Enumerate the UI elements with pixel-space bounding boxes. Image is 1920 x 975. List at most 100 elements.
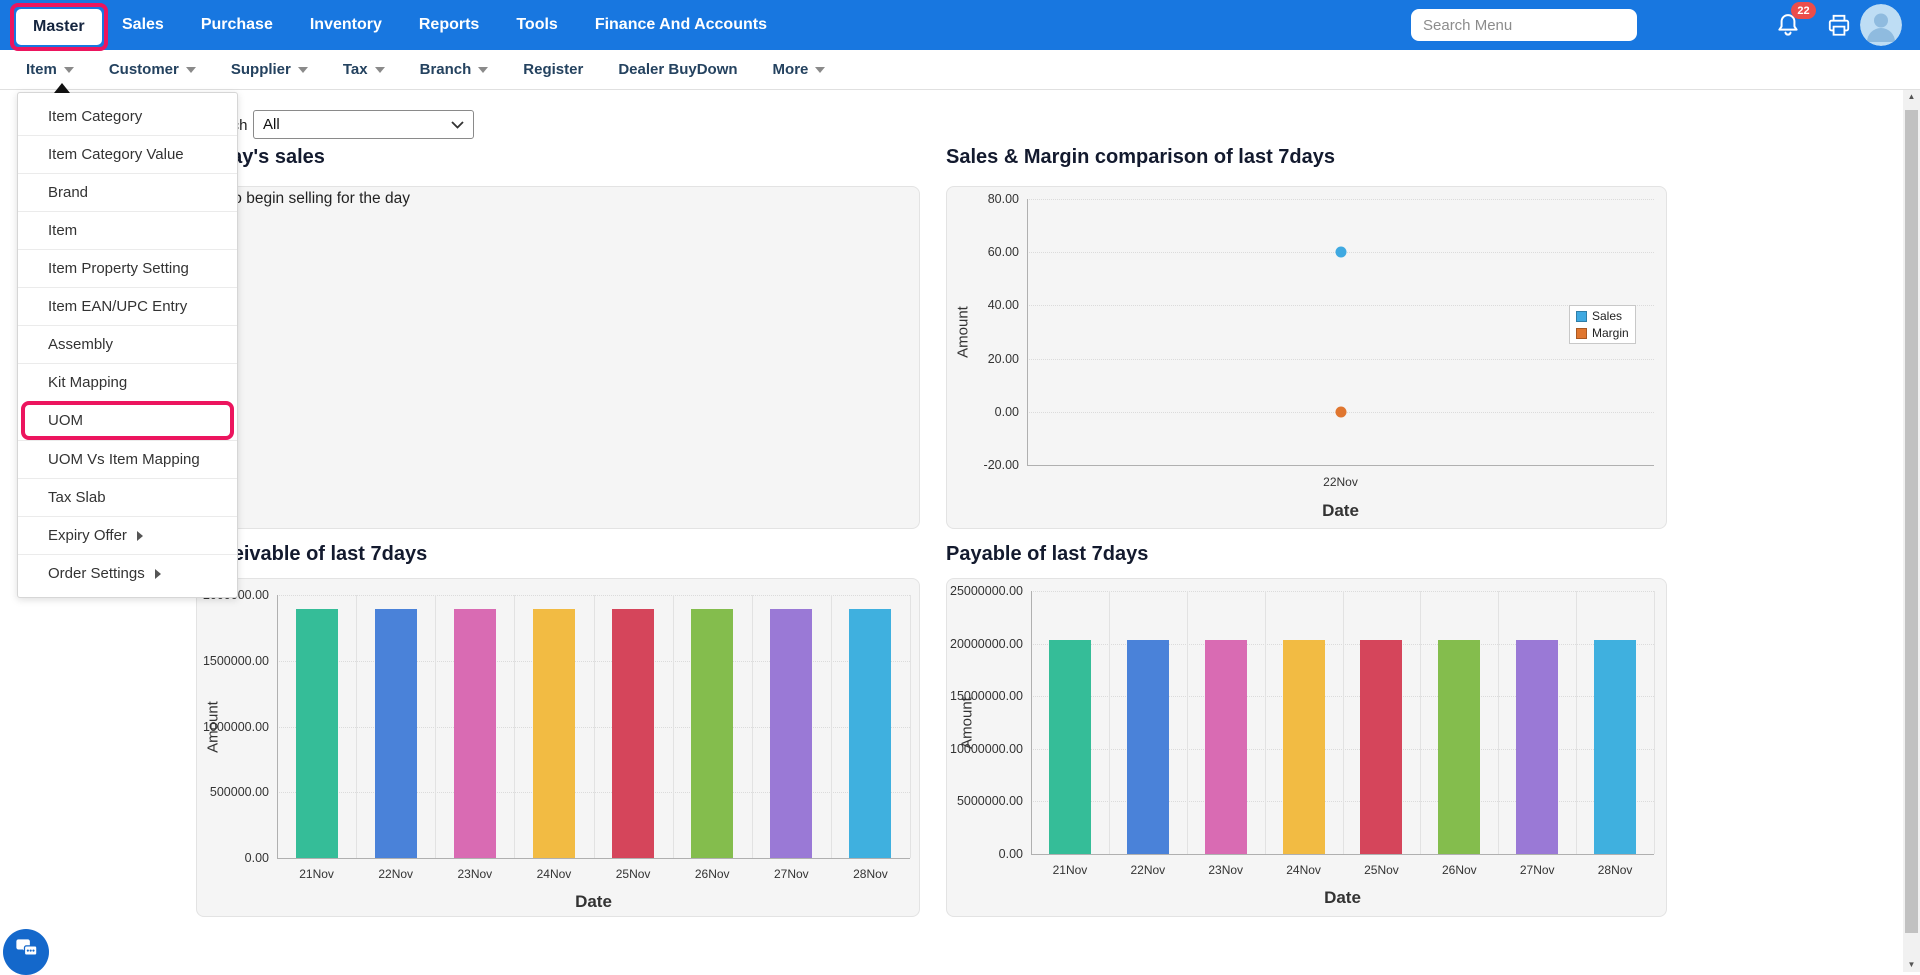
bar-25Nov [612, 609, 654, 858]
bar-22Nov [1127, 640, 1169, 854]
menu-item-expiry-offer[interactable]: Expiry Offer [18, 516, 237, 554]
y-tick-label: 0.00 [933, 847, 1023, 861]
chevron-down-icon [298, 67, 308, 73]
menu-item-uom[interactable]: UOM [21, 401, 234, 440]
submenu-arrow-icon [137, 531, 143, 541]
user-avatar[interactable] [1860, 4, 1902, 46]
subnav-item-label: Tax [343, 61, 368, 78]
menu-item-tax-slab[interactable]: Tax Slab [18, 478, 237, 516]
subnav-item-customer[interactable]: Customer [109, 61, 196, 78]
subnav-item-label: Item [26, 61, 57, 78]
menu-item-item[interactable]: Item [18, 211, 237, 249]
y-tick-label: 15000000.00 [933, 689, 1023, 703]
menu-item-label: Assembly [48, 336, 113, 353]
x-axis-line [1031, 854, 1654, 855]
menu-item-label: Brand [48, 184, 88, 201]
menu-item-kit-mapping[interactable]: Kit Mapping [18, 363, 237, 401]
y-tick-label: 500000.00 [179, 785, 269, 799]
subnav-item-item[interactable]: Item [26, 61, 74, 78]
menu-item-item-ean-upc-entry[interactable]: Item EAN/UPC Entry [18, 287, 237, 325]
print-button[interactable] [1826, 12, 1852, 38]
legend-row-sales: Sales [1576, 309, 1629, 323]
payable-chart-panel: Amount25000000.0020000000.0015000000.001… [946, 578, 1667, 917]
menu-item-label: Kit Mapping [48, 374, 127, 391]
bar-28Nov [1594, 640, 1636, 854]
feedback-chat-button[interactable] [3, 929, 49, 975]
tab-sales[interactable]: Sales [122, 16, 164, 34]
menu-item-label: Item Category Value [48, 146, 184, 163]
menu-item-item-property-setting[interactable]: Item Property Setting [18, 249, 237, 287]
tab-master[interactable]: Master [16, 9, 102, 45]
chevron-down-icon [64, 67, 74, 73]
annotation-highlight-master: Master [10, 3, 108, 51]
x-tick-label: 24Nov [537, 867, 572, 881]
y-tick-label: 10000000.00 [933, 742, 1023, 756]
scrollbar-thumb[interactable] [1905, 110, 1918, 933]
subnav-item-more[interactable]: More [773, 61, 826, 78]
y-axis-label: Amount [955, 306, 972, 358]
x-tick-label: 27Nov [1520, 863, 1555, 877]
menu-item-label: Item EAN/UPC Entry [48, 298, 187, 315]
subnav-item-label: Customer [109, 61, 179, 78]
menu-item-item-category[interactable]: Item Category [18, 98, 237, 135]
bar-27Nov [1516, 640, 1558, 854]
x-axis-label: Date [1322, 501, 1359, 521]
y-tick-label: 25000000.00 [933, 584, 1023, 598]
x-tick-label: 25Nov [616, 867, 651, 881]
menu-item-order-settings[interactable]: Order Settings [18, 554, 237, 592]
gridline-vertical [1654, 591, 1655, 854]
margin-data-point [1335, 406, 1346, 417]
menu-item-assembly[interactable]: Assembly [18, 325, 237, 363]
gridline-vertical [594, 595, 595, 858]
legend-swatch-sales [1576, 311, 1587, 322]
scroll-down-arrow-icon[interactable]: ▼ [1903, 958, 1920, 972]
gridline-horizontal [1027, 359, 1654, 360]
chevron-down-icon [478, 67, 488, 73]
scroll-up-arrow-icon[interactable]: ▲ [1903, 90, 1920, 104]
legend-swatch-margin [1576, 328, 1587, 339]
gridline-vertical [1265, 591, 1266, 854]
menu-item-label: Expiry Offer [48, 527, 127, 544]
x-tick-label: 21Nov [1053, 863, 1088, 877]
main-menu-tabs: Sales Purchase Inventory Reports Tools Financ… [122, 0, 767, 50]
x-axis-label: Date [1324, 888, 1361, 908]
bar-21Nov [296, 609, 338, 858]
subnav-item-dealer-buydown[interactable]: Dealer BuyDown [618, 61, 737, 78]
item-dropdown-menu: Item Category Item Category Value Brand Ite… [17, 92, 238, 598]
subnav-item-tax[interactable]: Tax [343, 61, 385, 78]
menu-item-brand[interactable]: Brand [18, 173, 237, 211]
gridline-vertical [1420, 591, 1421, 854]
vertical-scrollbar[interactable]: ▲ ▼ [1903, 90, 1920, 972]
tab-tools[interactable]: Tools [516, 16, 557, 34]
subnav-item-register[interactable]: Register [523, 61, 583, 78]
menu-item-uom-vs-item-mapping[interactable]: UOM Vs Item Mapping [18, 440, 237, 478]
x-tick-label: 23Nov [1208, 863, 1243, 877]
bell-icon [1774, 26, 1802, 43]
chart-legend: SalesMargin [1569, 305, 1636, 344]
chat-bubbles-icon [13, 936, 40, 968]
chevron-down-icon [451, 116, 464, 133]
subnav-item-branch[interactable]: Branch [420, 61, 489, 78]
gridline-horizontal [1027, 305, 1654, 306]
tab-inventory[interactable]: Inventory [310, 16, 382, 34]
tab-finance-and-accounts[interactable]: Finance And Accounts [595, 16, 767, 34]
subnav-item-label: Supplier [231, 61, 291, 78]
menu-item-label: Item Property Setting [48, 260, 189, 277]
menu-item-item-category-value[interactable]: Item Category Value [18, 135, 237, 173]
category-filter-select[interactable]: All [253, 110, 474, 139]
subnav-item-supplier[interactable]: Supplier [231, 61, 308, 78]
search-input[interactable] [1411, 9, 1637, 41]
day-open-message: to begin selling for the day [229, 190, 410, 208]
tab-purchase[interactable]: Purchase [201, 16, 273, 34]
x-tick-label: 28Nov [1598, 863, 1633, 877]
bar-28Nov [849, 609, 891, 858]
avatar-icon [1860, 33, 1902, 46]
menu-anchor-caret-icon [54, 83, 70, 93]
tab-reports[interactable]: Reports [419, 16, 479, 34]
sales-margin-title: Sales & Margin comparison of last 7days [946, 146, 1335, 169]
top-navigation-bar: Master Sales Purchase Inventory Reports Tool… [0, 0, 1920, 50]
y-tick-label: -20.00 [929, 458, 1019, 472]
y-axis-line [1031, 591, 1032, 854]
gridline-vertical [435, 595, 436, 858]
gridline-vertical [673, 595, 674, 858]
